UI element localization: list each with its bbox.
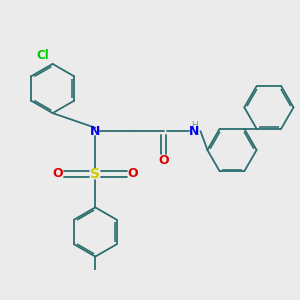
- Text: O: O: [158, 154, 169, 167]
- Text: O: O: [52, 167, 63, 180]
- Text: N: N: [189, 125, 200, 138]
- Text: Cl: Cl: [37, 49, 50, 62]
- Text: S: S: [90, 167, 100, 181]
- Text: H: H: [191, 121, 198, 130]
- Text: O: O: [128, 167, 138, 180]
- Text: N: N: [90, 125, 100, 138]
